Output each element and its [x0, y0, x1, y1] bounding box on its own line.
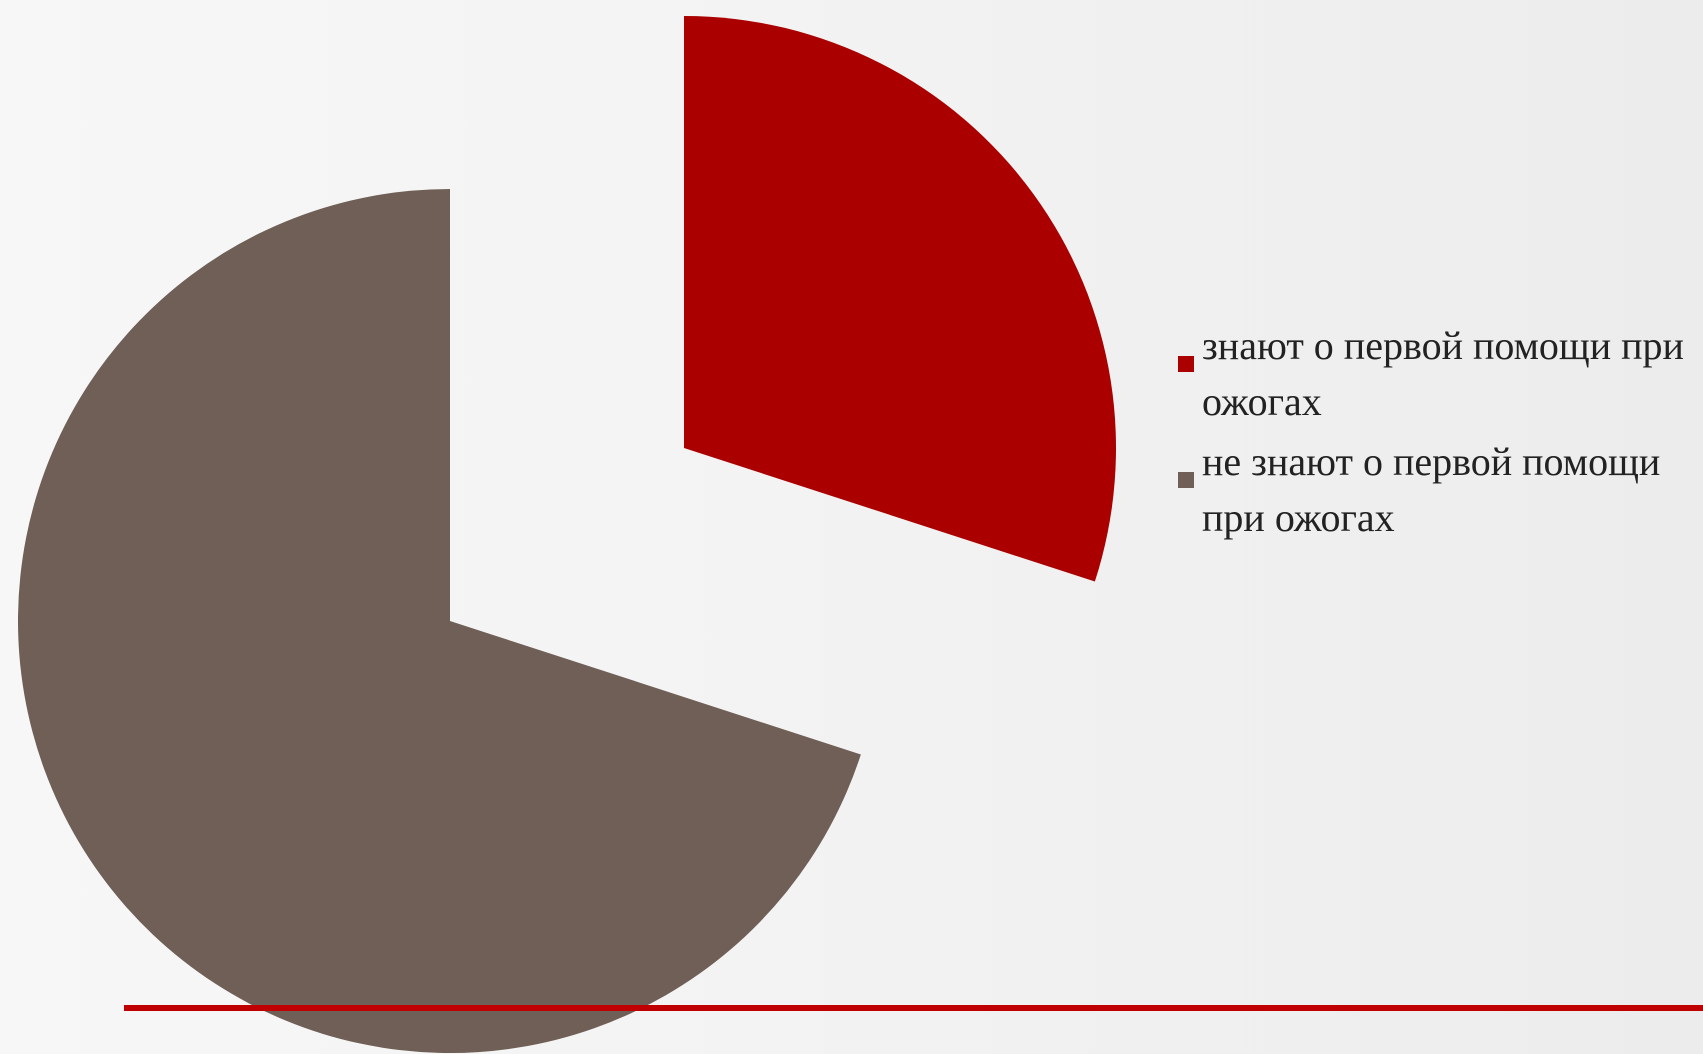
- pie-slice-dont-know: [18, 189, 861, 1053]
- legend-item-dont-know: не знают о первой помощи при ожогах: [1178, 434, 1698, 546]
- legend: знают о первой помощи при ожогах не знаю…: [1178, 318, 1698, 550]
- legend-item-know: знают о первой помощи при ожогах: [1178, 318, 1698, 430]
- legend-label-know: знают о первой помощи при ожогах: [1202, 323, 1684, 424]
- legend-swatch-know: [1178, 356, 1194, 372]
- legend-label-dont-know: не знают о первой помощи при ожогах: [1202, 439, 1661, 540]
- legend-swatch-dont-know: [1178, 472, 1194, 488]
- accent-line: [124, 1005, 1703, 1011]
- pie-slice-know: [684, 16, 1117, 582]
